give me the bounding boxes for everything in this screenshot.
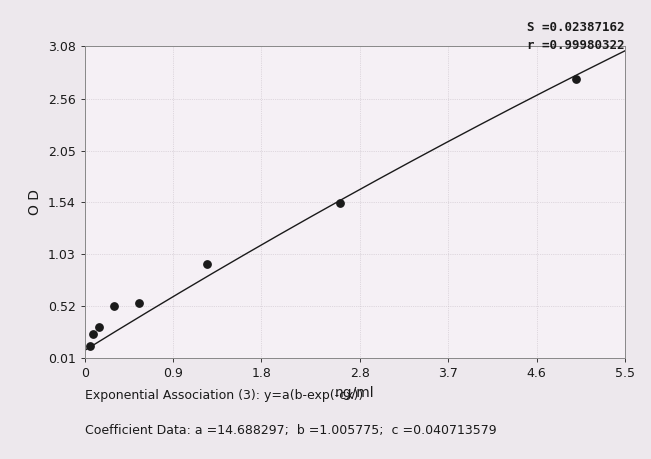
Point: [335, 200, 345, 207]
X-axis label: ng/ml: ng/ml: [335, 386, 374, 400]
Point: [571, 76, 581, 83]
Point: [202, 261, 213, 268]
Point: [109, 302, 119, 310]
Text: S =0.02387162: S =0.02387162: [527, 21, 625, 34]
Text: r =0.99980322: r =0.99980322: [527, 39, 625, 52]
Point: [85, 342, 95, 349]
Text: Coefficient Data: a =14.688297;  b =1.005775;  c =0.040713579: Coefficient Data: a =14.688297; b =1.005…: [85, 424, 496, 437]
Point: [89, 330, 99, 337]
Y-axis label: O D: O D: [28, 189, 42, 215]
Text: Exponential Association (3): y=a(b-exp(-cx)): Exponential Association (3): y=a(b-exp(-…: [85, 389, 363, 403]
Point: [133, 299, 144, 307]
Point: [94, 323, 105, 330]
